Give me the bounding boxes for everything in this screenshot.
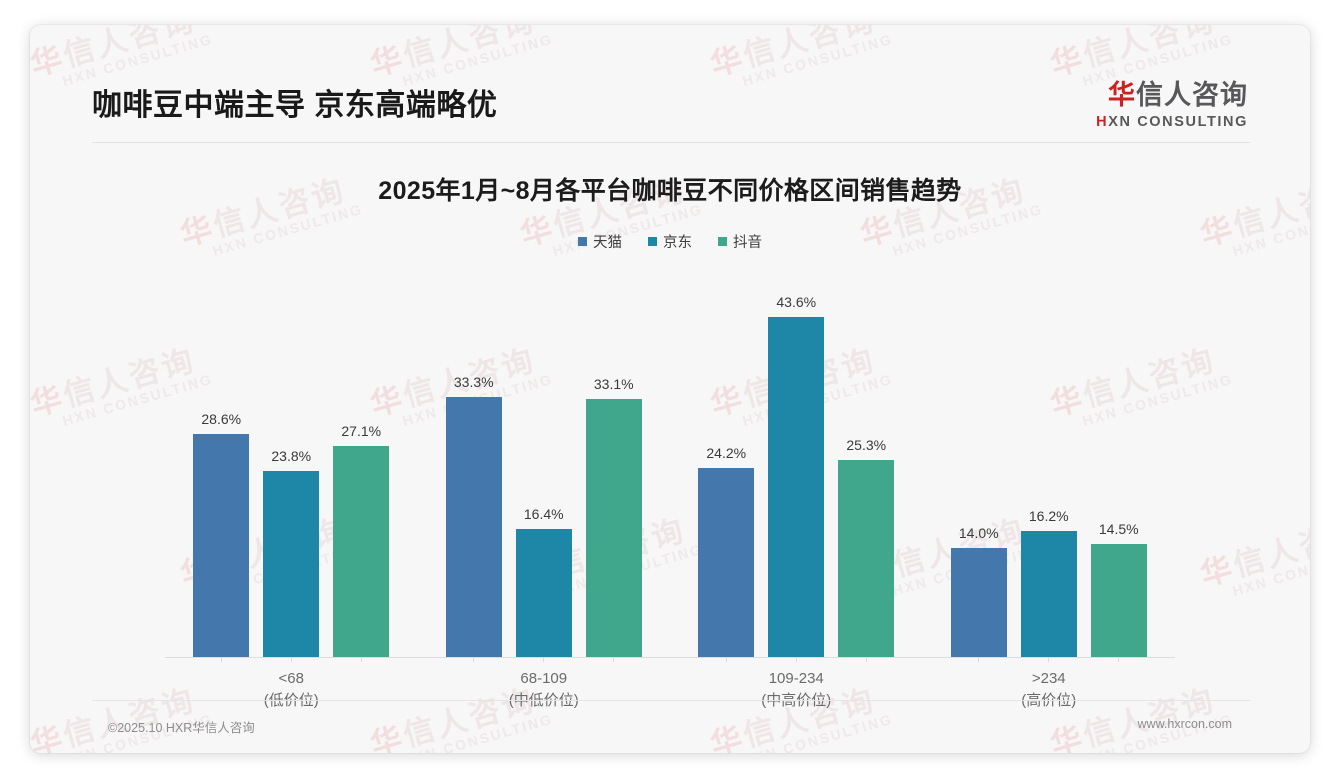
x-axis-tick [220, 657, 222, 662]
x-axis-tick [360, 657, 362, 662]
bar-groups: 28.6% 23.8% 27.1% 33.3% 16.4% 33.1% 24.2% 43.6%… [165, 268, 1176, 662]
x-axis-label-main: >234 [1031, 670, 1066, 687]
chart-plot-area: 28.6% 23.8% 27.1% 33.3% 16.4% 33.1% 24.2% 43.6%… [165, 268, 1176, 662]
x-axis-label-main: 109-234 [768, 670, 824, 687]
bar-item[interactable]: 24.2% [698, 268, 755, 662]
bar-value-label: 14.5% [1098, 521, 1139, 537]
bar-rect[interactable] [1090, 544, 1147, 657]
bar-item[interactable]: 27.1% [333, 268, 390, 662]
brand-logo: 华信人咨询 HXN CONSULTING [1096, 82, 1248, 130]
footer-divider [92, 700, 1250, 701]
bar-value-label: 43.6% [776, 294, 817, 310]
bar-item[interactable]: 33.1% [585, 268, 642, 662]
bar-item[interactable]: 33.3% [445, 268, 502, 662]
bar-rect[interactable] [193, 434, 250, 657]
x-axis-tick [1118, 657, 1120, 662]
bar-rect[interactable] [768, 317, 825, 657]
x-axis-label-main: 68-109 [520, 670, 568, 687]
bar-item[interactable]: 23.8% [263, 268, 320, 662]
chart-title: 2025年1月~8月各平台咖啡豆不同价格区间销售趋势 [378, 177, 962, 205]
bar-item[interactable]: 16.4% [515, 268, 572, 662]
legend-item-京东[interactable]: 京东 [648, 231, 692, 252]
bar-value-label: 16.4% [523, 506, 564, 522]
bar-value-label: 33.1% [593, 376, 634, 392]
slide-footer: ©2025.10 HXR华信人咨询 www.hxrcon.com [30, 701, 1310, 753]
bar-rect[interactable] [1020, 531, 1077, 657]
bar-value-label: 24.2% [706, 445, 747, 461]
x-axis-tick [795, 657, 797, 662]
x-axis-tick [290, 657, 292, 662]
bar-group-68-109: 33.3% 16.4% 33.1% [418, 268, 671, 662]
x-axis-tick [613, 657, 615, 662]
bar-group->234: 14.0% 16.2% 14.5% [923, 268, 1176, 662]
brand-logo-en: HXN CONSULTING [1096, 115, 1248, 130]
legend-label: 天猫 [593, 235, 622, 251]
bar-rect[interactable] [585, 399, 642, 657]
legend-label: 京东 [663, 235, 692, 251]
footer-website: www.hxrcon.com [1137, 717, 1232, 731]
legend-swatch-icon [578, 237, 587, 246]
bar-value-label: 16.2% [1028, 508, 1069, 524]
bar-value-label: 14.0% [958, 525, 999, 541]
bar-rect[interactable] [263, 471, 320, 657]
legend-swatch-icon [718, 237, 727, 246]
x-axis-tick [865, 657, 867, 662]
bar-value-label: 27.1% [341, 423, 382, 439]
bar-group-109-234: 24.2% 43.6% 25.3% [670, 268, 923, 662]
bar-value-label: 28.6% [201, 411, 242, 427]
chart-legend: 天猫 京东 抖音 [30, 231, 1310, 252]
x-axis-label-main: <68 [278, 670, 304, 687]
x-axis-tick [1048, 657, 1050, 662]
brand-logo-en-rest: XN CONSULTING [1108, 114, 1248, 130]
bar-rect[interactable] [838, 460, 895, 657]
legend-item-抖音[interactable]: 抖音 [718, 231, 762, 252]
bar-item[interactable]: 25.3% [838, 268, 895, 662]
legend-swatch-icon [648, 237, 657, 246]
bar-rect[interactable] [698, 468, 755, 657]
bar-rect[interactable] [445, 397, 502, 657]
bar-value-label: 25.3% [846, 437, 887, 453]
header-divider [92, 142, 1250, 143]
legend-item-天猫[interactable]: 天猫 [578, 231, 622, 252]
bar-group-<68: 28.6% 23.8% 27.1% [165, 268, 418, 662]
legend-label: 抖音 [733, 235, 762, 251]
bar-item[interactable]: 43.6% [768, 268, 825, 662]
page-title: 咖啡豆中端主导 京东高端略优 [92, 89, 498, 122]
brand-logo-cn-red: 华 [1108, 80, 1136, 110]
x-axis-tick [473, 657, 475, 662]
chart-container: 2025年1月~8月各平台咖啡豆不同价格区间销售趋势 天猫 京东 抖音 28.6% 2… [30, 143, 1310, 709]
x-axis-tick [543, 657, 545, 662]
bar-rect[interactable] [333, 446, 390, 657]
bar-value-label: 33.3% [453, 374, 494, 390]
bar-item[interactable]: 28.6% [193, 268, 250, 662]
x-axis-line [165, 657, 1175, 658]
brand-logo-en-red: H [1096, 114, 1109, 130]
bar-rect[interactable] [515, 529, 572, 657]
x-axis-tick [978, 657, 980, 662]
bar-item[interactable]: 14.5% [1090, 268, 1147, 662]
brand-logo-cn-rest: 信人咨询 [1136, 80, 1248, 110]
slide-header: 咖啡豆中端主导 京东高端略优 华信人咨询 HXN CONSULTING [30, 25, 1310, 130]
x-axis-tick [725, 657, 727, 662]
footer-copyright: ©2025.10 HXR华信人咨询 [108, 721, 255, 735]
bar-value-label: 23.8% [271, 448, 312, 464]
bar-item[interactable]: 16.2% [1020, 268, 1077, 662]
slide-card: 华信人咨询 HXN CONSULTING 华信人咨询 HXN CONSULTING 华信… [30, 25, 1310, 753]
bar-item[interactable]: 14.0% [950, 268, 1007, 662]
brand-logo-cn: 华信人咨询 [1096, 82, 1248, 109]
bar-rect[interactable] [950, 548, 1007, 657]
